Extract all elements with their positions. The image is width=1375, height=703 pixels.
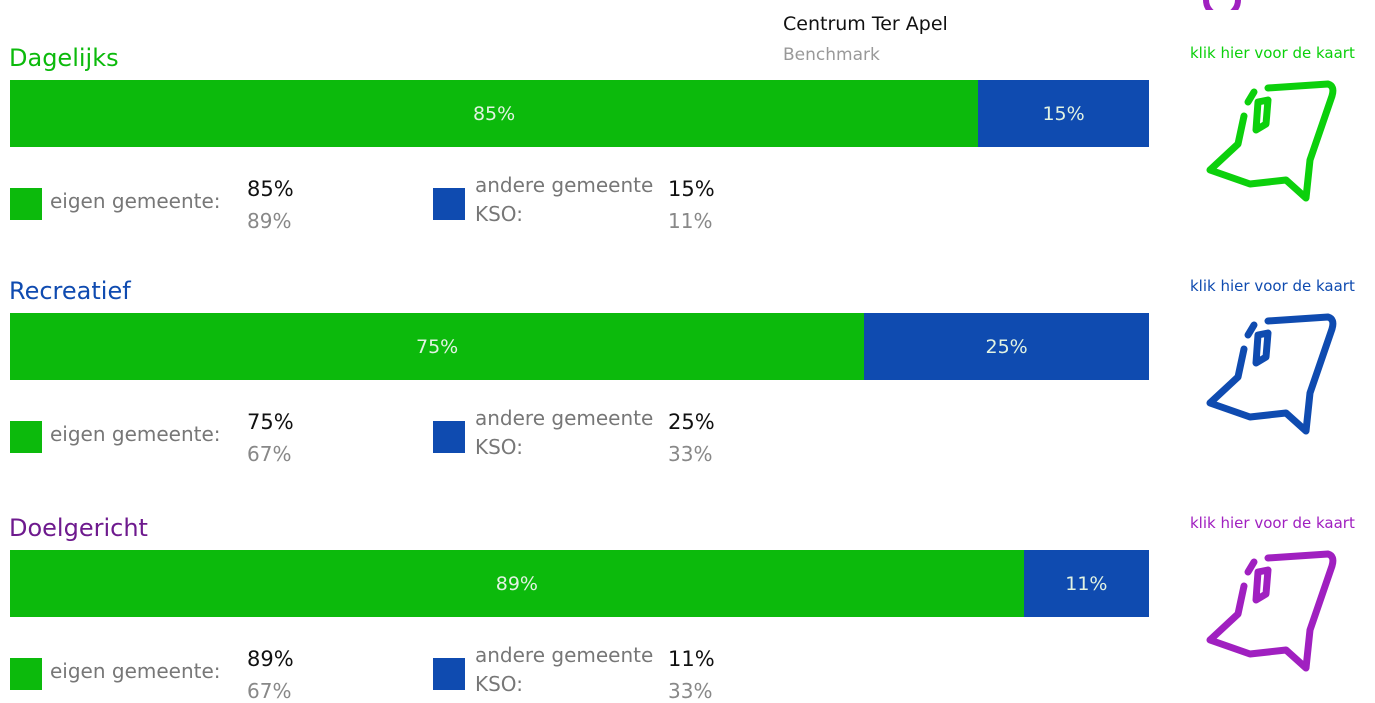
own-label: eigen gemeente: [50,422,221,446]
own-benchmark: 67% [247,442,292,466]
stacked-bar: 75% 25% [10,313,1149,380]
own-label: eigen gemeente: [50,189,221,213]
other-value: 25% [668,410,715,434]
own-benchmark: 67% [247,679,292,703]
stacked-bar: 89% 11% [10,550,1149,617]
legend-primary: Centrum Ter Apel [783,13,948,35]
other-benchmark: 33% [668,442,713,466]
bar-segment: 11% [1023,550,1149,617]
other-label: andere gemeente KSO: [475,643,654,696]
own-value: 75% [247,410,294,434]
section-title: Doelgericht [9,514,148,542]
other-value: 11% [668,647,715,671]
map-link[interactable]: klik hier voor de kaart [1190,44,1355,62]
top-icon [1203,0,1241,10]
legend-swatch [10,188,42,220]
legend-swatch [433,188,465,220]
legend-swatch [10,421,42,453]
own-label: eigen gemeente: [50,659,221,683]
section-title: Dagelijks [9,44,119,72]
legend-swatch [433,421,465,453]
map-link[interactable]: klik hier voor de kaart [1190,277,1355,295]
other-label: andere gemeente KSO: [475,173,654,226]
other-value: 15% [668,177,715,201]
map-icon[interactable] [1200,550,1345,675]
map-icon[interactable] [1200,80,1345,205]
own-benchmark: 89% [247,209,292,233]
bar-segment: 25% [864,313,1149,380]
own-value: 85% [247,177,294,201]
bar-segment: 15% [978,80,1149,147]
map-icon[interactable] [1200,313,1345,438]
section-title: Recreatief [9,277,131,305]
bar-segment: 75% [10,313,865,380]
legend-benchmark: Benchmark [783,45,880,65]
stacked-bar: 85% 15% [10,80,1149,147]
other-label: andere gemeente KSO: [475,406,654,459]
legend-swatch [433,658,465,690]
bar-segment: 89% [10,550,1024,617]
other-benchmark: 33% [668,679,713,703]
own-value: 89% [247,647,294,671]
bar-segment: 85% [10,80,979,147]
other-benchmark: 11% [668,209,713,233]
map-link[interactable]: klik hier voor de kaart [1190,514,1355,532]
legend-swatch [10,658,42,690]
